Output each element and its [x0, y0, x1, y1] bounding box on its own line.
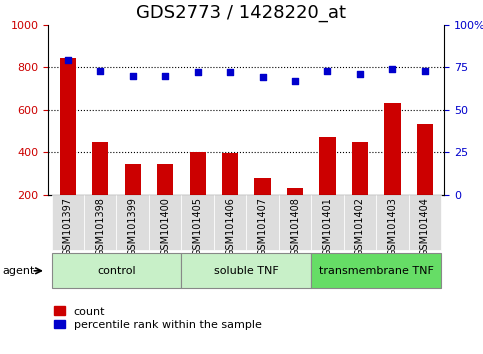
- FancyBboxPatch shape: [182, 195, 214, 250]
- FancyBboxPatch shape: [52, 195, 84, 250]
- Text: GSM101402: GSM101402: [355, 198, 365, 256]
- Point: [388, 66, 396, 72]
- Bar: [60, 58, 76, 237]
- FancyBboxPatch shape: [182, 253, 311, 288]
- Text: agent: agent: [2, 266, 35, 276]
- Bar: [384, 103, 400, 237]
- FancyBboxPatch shape: [149, 195, 182, 250]
- FancyBboxPatch shape: [409, 195, 441, 250]
- Text: GSM101404: GSM101404: [420, 198, 430, 256]
- Point: [421, 68, 429, 74]
- Text: GDS2773 / 1428220_at: GDS2773 / 1428220_at: [137, 4, 346, 22]
- Bar: [352, 142, 368, 237]
- Point: [324, 68, 331, 74]
- Point: [161, 73, 169, 79]
- Text: GSM101405: GSM101405: [193, 198, 203, 256]
- Bar: [157, 164, 173, 237]
- Text: control: control: [97, 266, 136, 276]
- Text: GSM101403: GSM101403: [387, 198, 398, 256]
- Bar: [255, 178, 270, 237]
- Text: transmembrane TNF: transmembrane TNF: [319, 266, 434, 276]
- FancyBboxPatch shape: [116, 195, 149, 250]
- Bar: [189, 152, 206, 237]
- Text: GSM101408: GSM101408: [290, 198, 300, 256]
- Point: [226, 69, 234, 75]
- Point: [356, 71, 364, 77]
- Text: soluble TNF: soluble TNF: [214, 266, 279, 276]
- FancyBboxPatch shape: [376, 195, 409, 250]
- FancyBboxPatch shape: [311, 195, 344, 250]
- FancyBboxPatch shape: [246, 195, 279, 250]
- Point: [97, 68, 104, 74]
- FancyBboxPatch shape: [214, 195, 246, 250]
- Text: GSM101399: GSM101399: [128, 198, 138, 256]
- Point: [291, 78, 299, 84]
- Bar: [417, 124, 433, 237]
- FancyBboxPatch shape: [344, 195, 376, 250]
- Text: GSM101407: GSM101407: [257, 198, 268, 256]
- Text: GSM101406: GSM101406: [225, 198, 235, 256]
- Legend: count, percentile rank within the sample: count, percentile rank within the sample: [54, 307, 262, 330]
- Point: [259, 75, 267, 80]
- Text: GSM101398: GSM101398: [95, 198, 105, 256]
- FancyBboxPatch shape: [279, 195, 311, 250]
- Point: [194, 69, 201, 75]
- Bar: [222, 153, 238, 237]
- Point: [64, 58, 71, 63]
- Point: [129, 73, 137, 79]
- Bar: [287, 188, 303, 237]
- Text: GSM101401: GSM101401: [323, 198, 332, 256]
- Text: GSM101400: GSM101400: [160, 198, 170, 256]
- Text: GSM101397: GSM101397: [63, 198, 73, 256]
- Bar: [319, 137, 336, 237]
- Bar: [92, 142, 108, 237]
- FancyBboxPatch shape: [84, 195, 116, 250]
- FancyBboxPatch shape: [311, 253, 441, 288]
- Bar: [125, 164, 141, 237]
- FancyBboxPatch shape: [52, 253, 182, 288]
